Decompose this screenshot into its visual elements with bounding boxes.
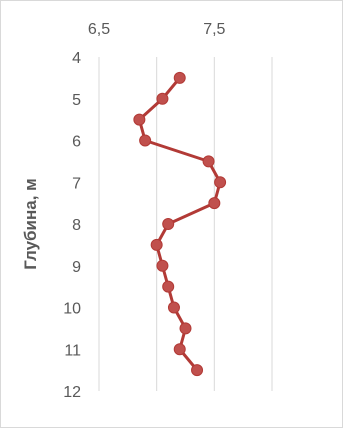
x-tick-label: 6,5 xyxy=(88,21,110,38)
y-tick-label: 8 xyxy=(72,217,81,234)
data-point xyxy=(208,197,221,210)
series xyxy=(133,71,227,377)
data-point xyxy=(179,322,192,335)
y-tick-label: 9 xyxy=(72,259,81,276)
y-tick-label: 4 xyxy=(72,50,81,67)
y-tick-label: 6 xyxy=(72,134,81,151)
data-point xyxy=(167,301,180,314)
tick-labels: 6,5 7,5 4 5 6 7 8 9 10 11 12 xyxy=(63,21,225,401)
data-point xyxy=(214,176,227,189)
y-tick-label: 10 xyxy=(63,301,81,318)
data-point xyxy=(150,238,163,251)
data-point xyxy=(156,259,169,272)
y-tick-label: 7 xyxy=(72,175,81,192)
data-point xyxy=(162,280,175,293)
series-line xyxy=(137,76,222,372)
y-tick-label: 5 xyxy=(72,92,81,109)
gridlines xyxy=(156,57,273,391)
data-point xyxy=(139,134,152,147)
data-point xyxy=(156,92,169,105)
y-tick-label: 12 xyxy=(63,384,81,401)
y-tick-label: 11 xyxy=(64,342,81,359)
y-axis-title: Глубина, м xyxy=(21,178,40,270)
data-point xyxy=(191,364,204,377)
x-tick-label: 7,5 xyxy=(203,21,225,38)
data-point xyxy=(133,113,146,126)
data-point xyxy=(202,155,215,168)
data-point xyxy=(173,71,186,84)
data-point xyxy=(162,218,175,230)
data-point xyxy=(173,343,186,356)
